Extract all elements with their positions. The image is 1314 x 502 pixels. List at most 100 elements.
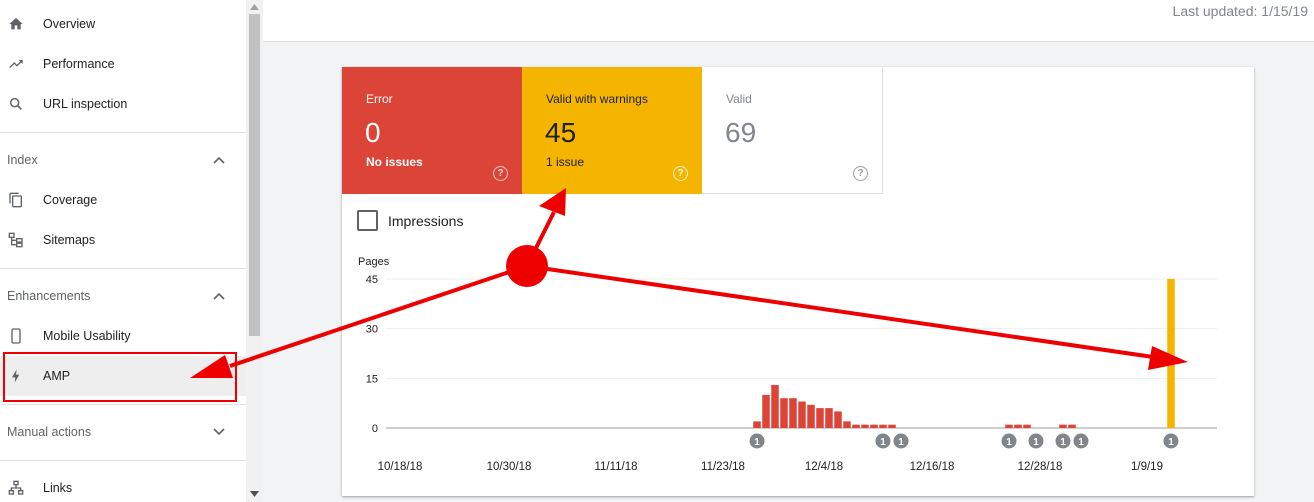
chart-bar[interactable] — [762, 394, 770, 428]
chart-bar[interactable] — [780, 398, 788, 428]
x-tick-label: 1/9/19 — [1131, 461, 1163, 473]
sidebar-item-overview[interactable]: Overview — [0, 4, 246, 44]
sitemap-icon — [8, 232, 23, 248]
chart-bar[interactable] — [798, 401, 806, 428]
sidebar-item-mobile-usability[interactable]: Mobile Usability — [0, 316, 246, 356]
x-tick-label: 11/23/18 — [701, 461, 745, 473]
sidebar-section-enhancements[interactable]: Enhancements — [0, 276, 246, 316]
sidebar-item-label: Overview — [43, 17, 96, 31]
help-icon[interactable]: ? — [493, 166, 508, 181]
chart-bar[interactable] — [1059, 424, 1067, 428]
annotation-label: 1 — [1060, 437, 1066, 448]
chevron-down-icon — [213, 428, 225, 436]
chart-bar[interactable] — [888, 424, 896, 428]
annotation-marker[interactable]: 1 — [1073, 433, 1089, 449]
chart-bar[interactable] — [861, 424, 869, 428]
sidebar-section-index[interactable]: Index — [0, 140, 246, 180]
tile-subtext: 1 issue — [546, 155, 585, 169]
sidebar-item-links[interactable]: Links — [0, 468, 246, 502]
chart-bar[interactable] — [825, 408, 833, 428]
chart-bar[interactable] — [753, 421, 761, 428]
chart-bar[interactable] — [852, 424, 860, 428]
annotation-marker[interactable]: 1 — [1055, 433, 1071, 449]
tile-subtext: No issues — [366, 155, 423, 169]
scroll-thumb[interactable] — [249, 14, 260, 336]
chart-bar[interactable] — [789, 398, 797, 428]
tile-label: Valid with warnings — [546, 92, 648, 106]
amp-highlight-box — [3, 352, 237, 402]
sidebar-divider — [0, 268, 246, 269]
x-tick-label: 12/28/18 — [1018, 461, 1063, 473]
annotation-marker[interactable]: 1 — [875, 433, 891, 449]
x-tick-label: 12/4/18 — [805, 461, 843, 473]
annotation-marker[interactable]: 1 — [893, 433, 909, 449]
tile-value: 69 — [725, 117, 757, 148]
sidebar-scrollbar[interactable] — [246, 0, 263, 502]
chart-bar[interactable] — [870, 424, 878, 428]
y-tick-label: 30 — [366, 324, 378, 336]
section-title: Index — [7, 153, 38, 167]
home-icon — [9, 18, 23, 30]
annotation-marker[interactable]: 1 — [1163, 433, 1179, 449]
error-tile[interactable]: Error 0 No issues ? — [342, 67, 522, 194]
annotation-label: 1 — [1078, 437, 1084, 448]
y-tick-label: 0 — [372, 423, 378, 435]
sidebar-item-coverage[interactable]: Coverage — [0, 180, 246, 220]
scroll-up-arrow-icon[interactable] — [250, 4, 259, 10]
y-axis-title: Pages — [358, 256, 390, 268]
sidebar: Overview Performance URL inspection Inde… — [0, 0, 246, 502]
sidebar-item-label: Coverage — [43, 193, 98, 207]
scroll-down-arrow-icon[interactable] — [250, 491, 259, 497]
chart-bar[interactable] — [834, 411, 842, 428]
valid-tile[interactable]: Valid 69 ? — [702, 67, 883, 194]
sidebar-section-manual-actions[interactable]: Manual actions — [0, 412, 246, 452]
tile-label: Valid — [726, 92, 752, 106]
sidebar-item-performance[interactable]: Performance — [0, 44, 246, 84]
y-tick-label: 15 — [366, 373, 378, 385]
x-tick-label: 10/30/18 — [487, 461, 532, 473]
top-bar: Last updated: 1/15/19 — [263, 0, 1314, 42]
chart-bar[interactable] — [1014, 424, 1022, 428]
annotation-label: 1 — [1033, 437, 1039, 448]
chevron-up-icon — [213, 156, 225, 164]
annotation-marker[interactable]: 1 — [749, 433, 765, 449]
help-icon[interactable]: ? — [853, 166, 868, 181]
annotation-marker[interactable]: 1 — [1028, 433, 1044, 449]
chart-bar[interactable] — [1023, 424, 1031, 428]
x-tick-label: 10/18/18 — [378, 461, 423, 473]
valid-with-warnings-tile[interactable]: Valid with warnings 45 1 issue ? — [522, 67, 702, 194]
annotation-label: 1 — [898, 437, 904, 448]
sidebar-item-label: Links — [43, 481, 73, 495]
sidebar-item-url-inspection[interactable]: URL inspection — [0, 84, 246, 124]
section-title: Enhancements — [7, 289, 91, 303]
help-icon[interactable]: ? — [673, 166, 688, 181]
tile-value: 45 — [545, 117, 577, 148]
search-icon — [9, 97, 22, 110]
chart-bar[interactable] — [1005, 424, 1013, 428]
chart-bar[interactable] — [816, 408, 824, 428]
pages-bar-chart: Pages 45 30 15 0 1 1 1 1 1 1 1 1 10/18/18 10/30/18 1… — [358, 256, 1217, 473]
sidebar-divider — [0, 404, 246, 405]
annotation-marker[interactable]: 1 — [1001, 433, 1017, 449]
amp-status-card: Error 0 No issues ? Valid with warnings … — [342, 67, 1254, 496]
y-tick-label: 45 — [366, 274, 378, 286]
sidebar-item-label: Sitemaps — [43, 233, 96, 247]
impressions-label[interactable]: Impressions — [388, 213, 464, 229]
sidebar-divider — [0, 460, 246, 461]
bolt-icon — [12, 369, 20, 383]
chart-bar[interactable] — [807, 404, 815, 428]
chart-bar[interactable] — [1068, 424, 1076, 428]
chart-bar[interactable] — [1167, 279, 1175, 428]
annotation-label: 1 — [1006, 437, 1012, 448]
trending-up-icon — [9, 60, 23, 68]
chart-bar[interactable] — [879, 424, 887, 428]
section-title: Manual actions — [7, 425, 92, 439]
sidebar-item-sitemaps[interactable]: Sitemaps — [0, 220, 246, 260]
chart-bar[interactable] — [771, 384, 779, 428]
x-tick-label: 11/11/18 — [594, 461, 637, 473]
impressions-checkbox[interactable] — [357, 210, 378, 231]
sidebar-item-label: Performance — [43, 57, 115, 71]
links-icon — [8, 480, 24, 495]
last-updated-text: Last updated: 1/15/19 — [1172, 3, 1308, 19]
chart-bar[interactable] — [843, 421, 851, 428]
